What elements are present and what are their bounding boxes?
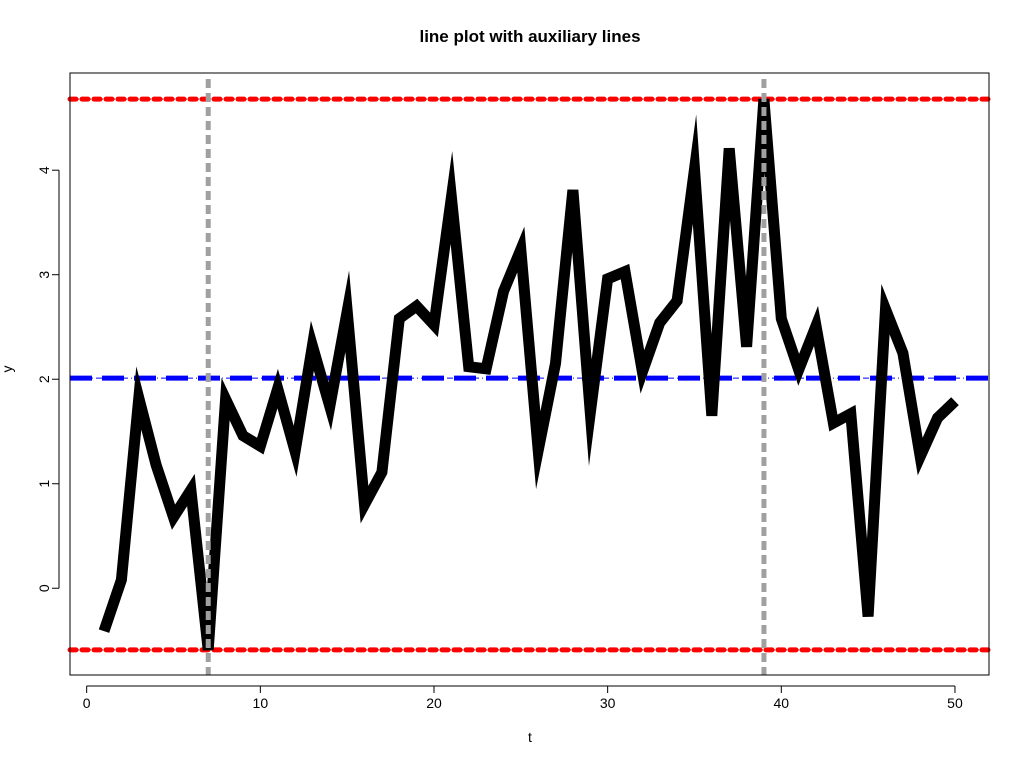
series-line bbox=[98, 98, 959, 651]
y-tick-label: 2 bbox=[36, 375, 52, 383]
x-tick-label: 10 bbox=[253, 695, 269, 711]
y-tick-label: 4 bbox=[36, 166, 52, 174]
y-tick-label: 0 bbox=[36, 584, 52, 592]
y-axis: 0 1 2 3 4 bbox=[36, 166, 60, 592]
x-tick-label: 20 bbox=[426, 695, 442, 711]
y-tick-label: 3 bbox=[36, 271, 52, 279]
x-tick-label: 0 bbox=[83, 695, 91, 711]
y-tick-label: 1 bbox=[36, 480, 52, 488]
x-tick-label: 50 bbox=[947, 695, 963, 711]
x-tick-label: 30 bbox=[600, 695, 616, 711]
x-axis: 0 10 20 30 40 50 bbox=[83, 685, 963, 711]
plot-frame bbox=[69, 72, 990, 676]
series-layer bbox=[98, 79, 959, 675]
chart-title: line plot with auxiliary lines bbox=[419, 27, 640, 46]
x-tick-label: 40 bbox=[774, 695, 790, 711]
x-axis-label: t bbox=[528, 729, 532, 745]
y-axis-label: y bbox=[0, 366, 15, 373]
